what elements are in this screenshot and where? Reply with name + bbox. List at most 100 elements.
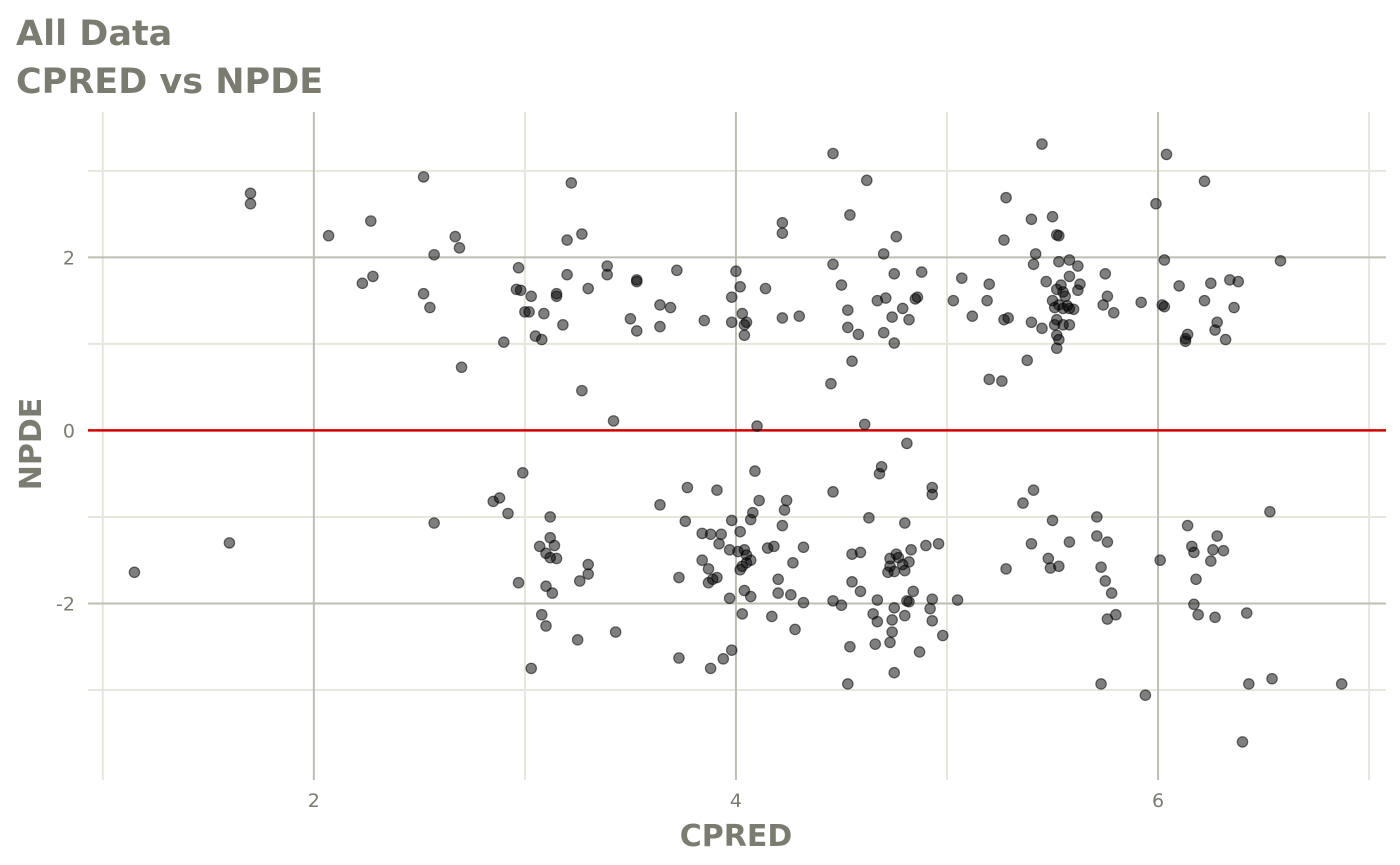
data-point bbox=[424, 301, 436, 314]
data-point bbox=[565, 177, 578, 189]
data-point bbox=[550, 290, 563, 303]
data-point bbox=[725, 644, 738, 657]
data-point bbox=[544, 511, 557, 523]
data-point bbox=[1219, 333, 1232, 346]
data-point bbox=[983, 278, 996, 290]
major-gridlines bbox=[88, 112, 1386, 780]
data-point bbox=[744, 590, 757, 603]
data-point bbox=[223, 537, 236, 549]
data-point bbox=[1211, 530, 1223, 542]
data-point bbox=[1046, 210, 1059, 223]
data-point bbox=[725, 514, 738, 527]
data-point bbox=[1025, 316, 1038, 329]
data-point bbox=[871, 594, 884, 606]
data-point bbox=[1029, 248, 1042, 260]
data-point bbox=[759, 282, 772, 295]
data-point bbox=[738, 329, 751, 342]
data-point bbox=[842, 304, 854, 316]
data-point bbox=[926, 593, 939, 605]
data-point bbox=[1154, 554, 1166, 567]
data-point bbox=[713, 537, 725, 550]
data-point bbox=[356, 277, 369, 290]
data-point bbox=[787, 557, 799, 569]
data-point bbox=[1188, 546, 1200, 559]
data-point bbox=[1063, 254, 1076, 266]
axis-ticks: 2 4 6 -2 0 2 bbox=[56, 247, 1164, 812]
data-point bbox=[1036, 138, 1048, 150]
data-point bbox=[1198, 294, 1211, 307]
data-point bbox=[1036, 322, 1048, 335]
data-point bbox=[936, 629, 949, 642]
chart-title: All Data bbox=[16, 14, 173, 54]
y-tick-label: 2 bbox=[63, 247, 75, 269]
data-point bbox=[1158, 254, 1171, 266]
data-point bbox=[1025, 537, 1038, 550]
data-point bbox=[1264, 505, 1276, 518]
data-point bbox=[920, 539, 932, 552]
data-point bbox=[1000, 191, 1012, 204]
data-point bbox=[1063, 319, 1076, 331]
data-point bbox=[884, 636, 896, 649]
data-point bbox=[905, 544, 917, 556]
data-point bbox=[493, 492, 506, 504]
data-point bbox=[738, 319, 751, 331]
data-point bbox=[1205, 277, 1217, 290]
data-point bbox=[835, 599, 848, 612]
data-point bbox=[1017, 497, 1029, 509]
data-point bbox=[365, 215, 377, 227]
data-point bbox=[772, 573, 784, 586]
data-point bbox=[576, 228, 588, 240]
data-point bbox=[535, 333, 548, 346]
data-point bbox=[428, 248, 440, 261]
minor-gridlines bbox=[88, 112, 1386, 780]
data-point bbox=[679, 515, 692, 528]
data-point bbox=[512, 261, 525, 274]
data-point bbox=[1048, 319, 1061, 331]
data-point bbox=[512, 576, 525, 589]
data-point bbox=[903, 313, 915, 326]
data-point bbox=[913, 646, 926, 658]
data-point bbox=[1181, 328, 1194, 341]
data-point bbox=[1266, 672, 1278, 685]
data-point bbox=[898, 609, 911, 622]
data-point bbox=[1198, 175, 1211, 188]
data-point bbox=[734, 525, 746, 538]
data-point bbox=[715, 528, 727, 541]
data-point bbox=[1158, 300, 1171, 313]
data-point bbox=[557, 319, 569, 331]
data-point bbox=[827, 258, 839, 271]
data-point bbox=[654, 499, 666, 511]
data-point bbox=[244, 187, 257, 200]
data-point bbox=[1209, 611, 1221, 624]
data-point bbox=[825, 377, 837, 390]
x-tick-label: 4 bbox=[730, 790, 742, 812]
data-point bbox=[1188, 598, 1200, 611]
data-point bbox=[630, 275, 643, 288]
data-point bbox=[1217, 544, 1230, 557]
data-point bbox=[698, 314, 711, 327]
data-point bbox=[725, 316, 738, 329]
data-point bbox=[776, 216, 789, 229]
y-tick-label: 0 bbox=[63, 420, 75, 442]
data-point bbox=[871, 615, 884, 628]
data-point bbox=[1110, 608, 1122, 621]
data-point bbox=[901, 595, 913, 607]
data-point bbox=[1207, 544, 1219, 556]
data-point bbox=[455, 361, 468, 374]
data-point bbox=[1050, 342, 1063, 355]
data-point bbox=[886, 626, 898, 638]
data-point bbox=[955, 272, 968, 284]
data-point bbox=[717, 653, 730, 665]
data-point bbox=[730, 265, 742, 278]
data-point bbox=[1101, 536, 1114, 548]
data-point bbox=[827, 486, 839, 498]
data-point bbox=[654, 320, 666, 333]
data-point bbox=[854, 585, 867, 598]
data-point bbox=[766, 610, 778, 623]
title-block: All Data CPRED vs NPDE bbox=[16, 10, 323, 106]
data-point bbox=[1209, 324, 1221, 336]
data-point bbox=[951, 594, 964, 606]
data-point bbox=[768, 540, 780, 553]
data-point bbox=[981, 294, 993, 307]
